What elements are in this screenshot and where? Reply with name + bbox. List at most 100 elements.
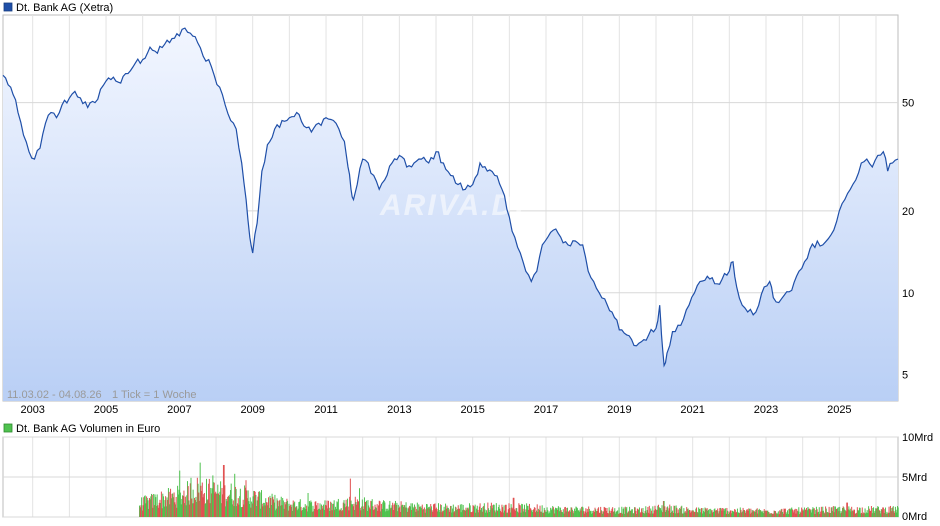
volume-bar	[874, 511, 876, 517]
volume-bar	[844, 510, 846, 517]
volume-bar	[717, 513, 719, 517]
volume-bar	[748, 508, 750, 517]
volume-bar	[671, 512, 673, 517]
volume-bar	[224, 485, 226, 517]
volume-bar	[256, 500, 258, 517]
volume-bar	[155, 505, 157, 517]
volume-bar	[763, 513, 765, 517]
volume-bar	[160, 491, 162, 517]
volume-bar	[156, 494, 158, 517]
volume-bar	[295, 506, 297, 517]
volume-bar	[793, 512, 795, 517]
volume-bar	[786, 513, 788, 517]
volume-bar	[270, 504, 272, 517]
volume-bar	[171, 493, 173, 517]
volume-bar	[293, 503, 295, 517]
volume-bar	[248, 501, 250, 517]
volume-bar	[567, 507, 569, 517]
volume-bar	[850, 511, 852, 517]
volume-bar	[655, 510, 657, 517]
volume-bar	[894, 512, 896, 517]
volume-bar	[226, 501, 228, 517]
volume-bar	[598, 512, 600, 517]
volume-bar	[241, 506, 243, 517]
volume-bar	[275, 510, 277, 517]
volume-bar	[213, 482, 215, 517]
volume-bar	[482, 506, 484, 517]
volume-bar	[155, 497, 157, 517]
volume-bar	[318, 509, 320, 517]
volume-bar	[700, 508, 702, 517]
price-line	[2, 27, 899, 368]
volume-bar	[619, 512, 621, 517]
volume-bar	[466, 509, 468, 517]
volume-bar	[148, 498, 150, 517]
volume-bar	[708, 510, 710, 517]
volume-bar	[418, 506, 420, 517]
volume-bar	[450, 505, 452, 517]
volume-bar	[503, 505, 505, 517]
volume-bar	[196, 501, 198, 517]
volume-bar	[322, 508, 324, 517]
volume-bar	[528, 509, 530, 517]
volume-bar	[441, 512, 443, 517]
volume-bar	[213, 482, 215, 517]
volume-bar	[577, 510, 579, 517]
volume-bar	[440, 505, 442, 517]
volume-bar	[318, 508, 320, 517]
volume-bar	[418, 504, 420, 517]
volume-bar	[512, 497, 514, 517]
volume-bar	[775, 513, 777, 517]
volume-bar	[167, 499, 169, 517]
volume-bar	[861, 507, 863, 517]
volume-bar	[787, 514, 789, 517]
volume-bar	[638, 509, 640, 517]
volume-bar	[374, 504, 376, 517]
volume-bar	[867, 512, 869, 517]
volume-bar	[574, 510, 576, 517]
volume-bar	[474, 504, 476, 517]
volume-bar	[488, 508, 490, 517]
volume-bar	[622, 513, 624, 517]
volume-bar	[228, 496, 230, 517]
volume-bar	[265, 502, 267, 517]
volume-bar	[458, 508, 460, 517]
volume-bar	[540, 511, 542, 517]
volume-bar	[352, 506, 354, 517]
volume-bar	[379, 501, 381, 517]
volume-bar	[497, 507, 499, 517]
volume-bar	[473, 506, 475, 517]
volume-bar	[378, 500, 380, 517]
volume-bar	[371, 499, 373, 517]
volume-bar	[842, 507, 844, 517]
volume-bar	[430, 504, 432, 517]
volume-bar	[519, 505, 521, 517]
volume-bar	[698, 507, 700, 517]
volume-bar	[341, 511, 343, 517]
volume-bar	[370, 500, 372, 517]
volume-bar	[695, 508, 697, 517]
volume-bar	[170, 498, 172, 517]
volume-bar	[510, 504, 512, 517]
volume-bar	[416, 502, 418, 517]
volume-bar	[631, 509, 633, 517]
volume-bar	[756, 508, 758, 517]
volume-bar	[853, 509, 855, 517]
volume-bar	[713, 509, 715, 517]
volume-bar	[410, 503, 412, 517]
volume-bar	[787, 510, 789, 517]
volume-y-tick-label: 0Mrd	[902, 511, 927, 523]
volume-bar	[571, 507, 573, 517]
volume-bar	[289, 506, 291, 517]
volume-bar	[220, 481, 222, 517]
volume-bar	[501, 504, 503, 517]
volume-bar	[765, 510, 767, 517]
volume-bar	[194, 497, 196, 517]
volume-bar	[629, 506, 631, 517]
volume-bar	[141, 497, 143, 517]
volume-bar	[191, 503, 193, 517]
volume-bar	[755, 509, 757, 517]
y-tick-label: 5	[902, 370, 908, 382]
volume-bar	[298, 502, 300, 517]
volume-bar	[320, 504, 322, 517]
